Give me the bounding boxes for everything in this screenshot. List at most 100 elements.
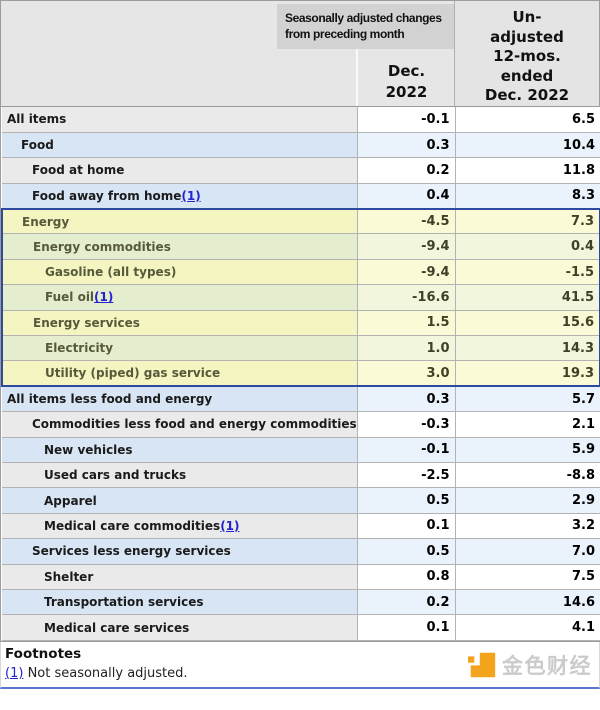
table-row: All items less food and energy 0.3 5.7: [2, 386, 600, 413]
value-dec-2022: 0.3: [357, 386, 456, 413]
value-unadjusted-12mo: 7.3: [455, 207, 600, 235]
table-row: Food away from home(1) 0.4 8.3: [2, 183, 600, 210]
value-unadjusted-12mo: 6.5: [455, 107, 600, 133]
value-unadjusted-12mo: 15.6: [455, 310, 600, 337]
value-dec-2022: 0.5: [357, 487, 456, 514]
value-unadjusted-12mo: -1.5: [455, 259, 600, 286]
footnote-link[interactable]: (1): [220, 518, 240, 533]
footnote-link[interactable]: (1): [94, 290, 114, 305]
value-unadjusted-12mo: 10.4: [455, 132, 600, 159]
row-label: New vehicles: [2, 437, 358, 463]
row-label: Medical care commodities(1): [2, 513, 358, 540]
table-row: Energy -4.5 7.3: [1, 207, 600, 235]
value-unadjusted-12mo: 7.0: [455, 538, 600, 565]
table-row: Electricity 1.0 14.3: [1, 335, 600, 362]
value-dec-2022: 3.0: [357, 360, 456, 388]
row-label: Energy: [1, 207, 358, 235]
value-unadjusted-12mo: 0.4: [455, 233, 600, 260]
value-dec-2022: 0.5: [357, 538, 456, 565]
value-unadjusted-12mo: 11.8: [455, 157, 600, 184]
footnote-line: (1) Not seasonally adjusted.: [5, 666, 599, 681]
table-row: Services less energy services 0.5 7.0: [2, 538, 600, 565]
value-dec-2022: 0.3: [357, 132, 456, 159]
row-label: All items: [2, 107, 358, 133]
jinse-logo-text: 金色财经: [502, 653, 592, 678]
value-dec-2022: -2.5: [357, 462, 456, 489]
table-row: Commodities less food and energy commodi…: [2, 411, 600, 438]
value-dec-2022: 0.2: [357, 157, 456, 184]
row-label: Food at home: [2, 157, 358, 184]
row-label: Gasoline (all types): [1, 259, 358, 286]
value-unadjusted-12mo: -8.8: [455, 462, 600, 489]
table-row: Transportation services 0.2 14.6: [2, 589, 600, 616]
row-label: Transportation services: [2, 589, 358, 616]
table-row: New vehicles -0.1 5.9: [2, 437, 600, 463]
row-label: Used cars and trucks: [2, 462, 358, 489]
value-unadjusted-12mo: 14.3: [455, 335, 600, 362]
table-row: Food 0.3 10.4: [2, 132, 600, 159]
value-dec-2022: 0.1: [357, 513, 456, 540]
row-label: Food: [2, 132, 358, 159]
footnote-anchor-link[interactable]: (1): [5, 665, 24, 681]
value-unadjusted-12mo: 2.1: [455, 411, 600, 438]
row-label: Food away from home(1): [2, 183, 358, 210]
jinse-logo-icon: [468, 650, 497, 679]
row-label: Utility (piped) gas service: [1, 360, 358, 388]
value-dec-2022: 0.8: [357, 564, 456, 590]
row-label: Electricity: [1, 335, 358, 362]
cpi-table: Seasonally adjusted changes from precedi…: [0, 0, 600, 642]
footnotes-title: Footnotes: [5, 645, 82, 662]
row-label: All items less food and energy: [2, 386, 358, 413]
value-dec-2022: -4.5: [357, 207, 456, 235]
row-label: Services less energy services: [2, 538, 358, 565]
table-row: Utility (piped) gas service 3.0 19.3: [1, 360, 600, 388]
table-row: Food at home 0.2 11.8: [2, 157, 600, 184]
table-row: All items -0.1 6.5: [2, 107, 600, 133]
table-row: Energy commodities -9.4 0.4: [1, 233, 600, 260]
value-dec-2022: -0.1: [357, 437, 456, 463]
row-label: Medical care services: [2, 614, 358, 641]
value-dec-2022: 1.0: [357, 335, 456, 362]
table-row: Apparel 0.5 2.9: [2, 487, 600, 514]
jinse-logo: 金色财经: [468, 650, 592, 680]
footnote-link[interactable]: (1): [181, 188, 201, 203]
column-header-dec-2022: Dec. 2022: [356, 49, 455, 106]
value-unadjusted-12mo: 3.2: [455, 513, 600, 540]
value-dec-2022: 0.2: [357, 589, 456, 616]
value-unadjusted-12mo: 5.7: [455, 386, 600, 413]
value-unadjusted-12mo: 14.6: [455, 589, 600, 616]
value-unadjusted-12mo: 19.3: [455, 360, 600, 388]
row-label: Apparel: [2, 487, 358, 514]
value-dec-2022: 1.5: [357, 310, 456, 337]
table-row: Medical care services 0.1 4.1: [2, 614, 600, 641]
value-unadjusted-12mo: 4.1: [455, 614, 600, 641]
value-dec-2022: -16.6: [357, 284, 456, 311]
seasonally-adjusted-group-header: Seasonally adjusted changes from precedi…: [277, 4, 455, 49]
row-label: Energy commodities: [1, 233, 358, 260]
value-unadjusted-12mo: 2.9: [455, 487, 600, 514]
row-label: Fuel oil(1): [1, 284, 358, 311]
table-row: Energy services 1.5 15.6: [1, 310, 600, 337]
value-dec-2022: 0.4: [357, 183, 456, 210]
value-unadjusted-12mo: 5.9: [455, 437, 600, 463]
row-label: Energy services: [1, 310, 358, 337]
row-label: Commodities less food and energy commodi…: [2, 411, 358, 438]
column-header-unadjusted-12mo: Un- adjusted 12-mos. ended Dec. 2022: [454, 1, 599, 106]
value-unadjusted-12mo: 41.5: [455, 284, 600, 311]
value-unadjusted-12mo: 8.3: [455, 183, 600, 210]
table-row: Medical care commodities(1) 0.1 3.2: [2, 513, 600, 540]
footnotes-section: Footnotes (1) Not seasonally adjusted. 金…: [0, 641, 600, 689]
row-label: Shelter: [2, 564, 358, 590]
footnote-text: Not seasonally adjusted.: [27, 665, 188, 681]
table-header: Seasonally adjusted changes from precedi…: [1, 1, 599, 107]
value-dec-2022: -9.4: [357, 259, 456, 286]
value-dec-2022: 0.1: [357, 614, 456, 641]
table-row: Gasoline (all types) -9.4 -1.5: [1, 259, 600, 286]
value-dec-2022: -0.1: [357, 107, 456, 133]
table-row: Shelter 0.8 7.5: [2, 564, 600, 590]
table-row: Used cars and trucks -2.5 -8.8: [2, 462, 600, 489]
table-row: Fuel oil(1) -16.6 41.5: [1, 284, 600, 311]
value-dec-2022: -9.4: [357, 233, 456, 260]
cpi-table-grid: All items -0.1 6.5 Food 0.3 10.4 Food at…: [1, 107, 600, 641]
